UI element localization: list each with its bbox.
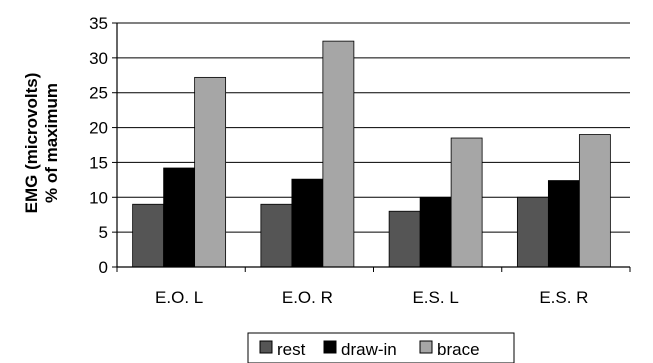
- legend-label-draw-in: draw-in: [341, 340, 397, 359]
- bar-brace-3: [450, 137, 483, 268]
- bar-draw-in-4: [547, 180, 580, 268]
- bar-draw-in-3: [419, 196, 452, 268]
- legend-label-brace: brace: [437, 340, 480, 359]
- y-tick-label: 30: [89, 49, 108, 68]
- y-axis-ticks: 0 5 10 15 20 25 30 35: [89, 14, 117, 277]
- bar-brace-2: [322, 40, 355, 268]
- y-tick-label: 20: [89, 119, 108, 138]
- axes: [116, 23, 631, 272]
- bar-rest-2: [260, 203, 293, 268]
- legend-box: [247, 332, 515, 363]
- y-tick-label: 5: [99, 223, 108, 242]
- y-axis-label-line1: EMG (microvolts): [22, 73, 41, 214]
- bar-brace-4: [578, 134, 611, 268]
- y-tick-label: 0: [99, 258, 108, 277]
- bar-rest-4: [516, 196, 549, 268]
- bar-rest-1: [132, 203, 165, 268]
- y-axis-label-line2: % of maximum: [42, 83, 61, 203]
- legend-swatch-draw-in: [323, 340, 337, 354]
- x-category-label: E.S. R: [539, 288, 588, 307]
- x-axis-categories: E.O. L E.O. R E.S. L E.S. R: [155, 288, 588, 307]
- x-category-label: E.S. L: [412, 288, 458, 307]
- y-tick-label: 35: [89, 14, 108, 33]
- legend: rest draw-in brace: [247, 332, 515, 363]
- bar-rest-3: [388, 210, 421, 268]
- y-tick-label: 10: [89, 188, 108, 207]
- bar-draw-in-2: [291, 178, 324, 268]
- y-tick-label: 25: [89, 84, 108, 103]
- bars: [132, 40, 611, 268]
- bar-brace-1: [194, 76, 227, 268]
- legend-swatch-brace: [419, 340, 433, 354]
- legend-label-rest: rest: [277, 340, 306, 359]
- legend-swatch-rest: [259, 340, 273, 354]
- y-tick-label: 15: [89, 153, 108, 172]
- bar-draw-in-1: [163, 167, 196, 268]
- x-category-label: E.O. R: [282, 288, 333, 307]
- x-category-label: E.O. L: [155, 288, 203, 307]
